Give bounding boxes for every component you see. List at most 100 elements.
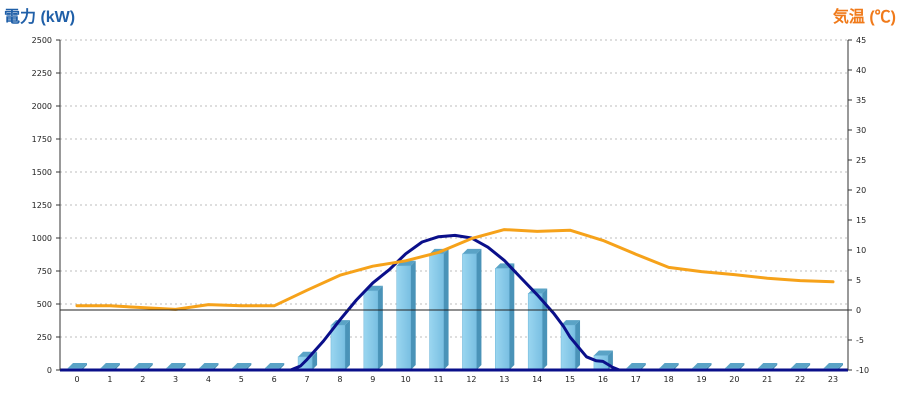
bar-top bbox=[265, 363, 285, 368]
right-tick-label: 30 bbox=[856, 126, 866, 135]
x-tick-label: 19 bbox=[696, 375, 706, 384]
bar-top bbox=[462, 248, 482, 254]
axis-layer bbox=[56, 39, 852, 372]
x-tick-label: 8 bbox=[337, 375, 342, 384]
bar-side bbox=[82, 363, 87, 370]
grid-layer bbox=[60, 39, 848, 338]
bar-side bbox=[180, 363, 186, 370]
right-axis-title: 気温 (℃) bbox=[833, 7, 896, 26]
x-tick-label: 23 bbox=[828, 375, 838, 384]
bar-side bbox=[443, 248, 449, 370]
left-tick-label: 0 bbox=[47, 366, 52, 375]
bar-top bbox=[791, 363, 811, 368]
temperature-line bbox=[75, 228, 835, 311]
bar-side bbox=[410, 260, 416, 370]
x-tick-label: 22 bbox=[795, 375, 805, 384]
bar-side bbox=[114, 363, 120, 370]
bar-top bbox=[68, 363, 87, 368]
bar-top bbox=[199, 363, 219, 368]
label-layer: 02505007501000125015001750200022502500-1… bbox=[32, 36, 869, 384]
bar-side bbox=[706, 363, 712, 370]
bar-side bbox=[312, 351, 318, 370]
right-tick-label: 5 bbox=[856, 276, 861, 285]
bar-side bbox=[246, 363, 252, 370]
left-tick-label: 500 bbox=[37, 300, 52, 309]
bar-top bbox=[626, 363, 646, 368]
bar-top bbox=[100, 363, 120, 368]
right-tick-label: 15 bbox=[856, 216, 866, 225]
x-tick-label: 3 bbox=[173, 375, 178, 384]
left-tick-label: 1000 bbox=[32, 234, 52, 243]
bar-top bbox=[758, 363, 778, 368]
bar-top bbox=[824, 363, 843, 368]
bar-top bbox=[561, 320, 581, 326]
bar-side bbox=[213, 363, 219, 370]
x-tick-label: 12 bbox=[466, 375, 476, 384]
x-tick-label: 14 bbox=[532, 375, 542, 384]
x-tick-label: 21 bbox=[762, 375, 772, 384]
bar-side bbox=[377, 285, 383, 370]
bar-front bbox=[330, 324, 346, 371]
right-tick-label: -5 bbox=[856, 336, 864, 345]
left-tick-label: 2000 bbox=[32, 102, 52, 111]
bar bbox=[495, 263, 515, 371]
bar-top bbox=[593, 350, 613, 356]
bar bbox=[330, 320, 350, 371]
bar-side bbox=[344, 320, 350, 370]
bar-top bbox=[659, 363, 679, 368]
x-tick-label: 2 bbox=[140, 375, 145, 384]
bar bbox=[462, 248, 482, 371]
left-tick-label: 1500 bbox=[32, 168, 52, 177]
bar-side bbox=[739, 363, 745, 370]
x-tick-label: 1 bbox=[107, 375, 112, 384]
bar-side bbox=[640, 363, 646, 370]
bar-top bbox=[133, 363, 153, 368]
bar-front bbox=[462, 253, 477, 371]
x-tick-label: 9 bbox=[370, 375, 375, 384]
x-tick-label: 5 bbox=[239, 375, 244, 384]
bar-side bbox=[838, 363, 843, 370]
x-tick-label: 0 bbox=[74, 375, 79, 384]
right-tick-label: 10 bbox=[856, 246, 866, 255]
line-layer bbox=[75, 228, 835, 372]
x-tick-label: 17 bbox=[631, 375, 641, 384]
x-tick-label: 16 bbox=[598, 375, 608, 384]
bar bbox=[363, 285, 383, 371]
x-tick-label: 20 bbox=[729, 375, 739, 384]
bar-side bbox=[542, 288, 548, 370]
left-tick-label: 2250 bbox=[32, 69, 52, 78]
left-tick-label: 1250 bbox=[32, 201, 52, 210]
bar-side bbox=[673, 363, 679, 370]
bar-side bbox=[476, 248, 482, 370]
x-tick-label: 11 bbox=[433, 375, 443, 384]
right-tick-label: 0 bbox=[856, 306, 861, 315]
right-tick-label: -10 bbox=[856, 366, 869, 375]
left-tick-label: 1750 bbox=[32, 135, 52, 144]
bar-top bbox=[166, 363, 186, 368]
bar-side bbox=[772, 363, 778, 370]
left-tick-label: 2500 bbox=[32, 36, 52, 45]
bar-top bbox=[232, 363, 252, 368]
bar-side bbox=[147, 363, 153, 370]
bar-side bbox=[805, 363, 811, 370]
bar-front bbox=[495, 268, 510, 371]
bar bbox=[429, 248, 449, 371]
bar-side bbox=[509, 263, 515, 370]
bar-front bbox=[363, 290, 379, 371]
bar-front bbox=[396, 265, 411, 371]
left-axis-title: 電力 (kW) bbox=[4, 7, 75, 26]
x-tick-label: 13 bbox=[499, 375, 509, 384]
bar bbox=[396, 260, 416, 371]
bar-top bbox=[725, 363, 745, 368]
x-tick-label: 4 bbox=[206, 375, 211, 384]
bar-layer bbox=[67, 248, 843, 371]
bar-front bbox=[429, 253, 444, 371]
bar-top bbox=[692, 363, 712, 368]
x-tick-label: 6 bbox=[272, 375, 277, 384]
right-tick-label: 25 bbox=[856, 156, 866, 165]
x-tick-label: 15 bbox=[565, 375, 575, 384]
right-tick-label: 40 bbox=[856, 66, 866, 75]
left-tick-label: 750 bbox=[37, 267, 52, 276]
